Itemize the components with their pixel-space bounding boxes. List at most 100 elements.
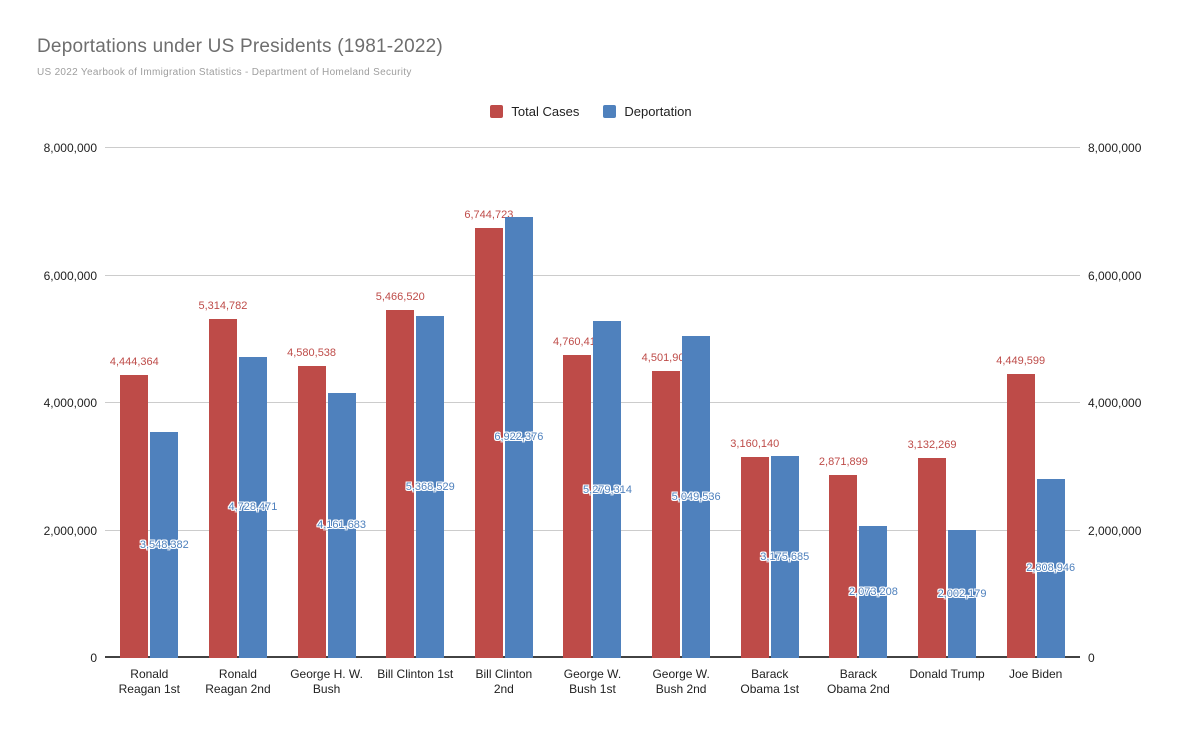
total-cases-bar: 4,580,538	[287, 347, 336, 658]
bar-pair: 2,871,899 2,073,208	[819, 148, 898, 658]
bar-group: 2,871,899 2,073,208 Barack Obama 2nd	[814, 148, 903, 696]
total-cases-value-label: 2,871,899	[818, 455, 868, 468]
category-label: Donald Trump	[909, 667, 985, 681]
bar-group: 4,449,599 2,808,946 Joe Biden	[991, 148, 1080, 681]
deportation-value-label: 3,175,685	[760, 550, 810, 563]
y-tick-left: 6,000,000	[43, 268, 97, 283]
total-cases-bar: 3,160,140	[730, 438, 779, 658]
bar-group: 5,466,520 5,368,529 Bill Clinton 1st	[371, 148, 460, 681]
y-tick-left: 8,000,000	[43, 141, 97, 155]
bar-pair: 4,444,364 3,548,382	[110, 148, 189, 658]
deportation-bar: 4,161,683	[317, 392, 366, 658]
category-label: George H. W. Bush	[290, 667, 363, 696]
bar-pair: 6,744,723 6,922,376	[464, 148, 543, 658]
deportation-bar: 5,049,536	[672, 336, 721, 658]
bar-pair: 4,501,905 5,049,536	[642, 148, 721, 658]
y-tick-left: 4,000,000	[43, 396, 97, 410]
gridline	[105, 529, 1080, 531]
bar-pair: 4,449,599 2,808,946	[996, 148, 1075, 658]
total-cases-value-label: 4,580,538	[287, 347, 337, 359]
total-cases-value-label: 5,466,520	[375, 290, 425, 303]
deportation-bar: 2,002,179	[938, 530, 987, 658]
deportation-bar: 4,728,471	[228, 356, 277, 658]
deportation-bar: 6,922,376	[494, 216, 543, 658]
legend-swatch-icon	[490, 105, 504, 118]
bar-pair: 4,580,538 4,161,683	[287, 148, 366, 658]
bar-pair: 5,466,520 5,368,529	[376, 148, 455, 658]
bar-pair: 3,132,269 2,002,179	[908, 148, 987, 658]
deportation-bar: 3,548,382	[140, 431, 189, 658]
deportation-value-label: 2,002,179	[937, 588, 987, 601]
category-label: Joe Biden	[1008, 667, 1063, 681]
total-cases-bar: 5,314,782	[198, 300, 247, 658]
y-tick-right: 6,000,000	[1088, 268, 1142, 283]
category-label: Barack Obama 1st	[740, 667, 800, 696]
bar-group: 5,314,782 4,728,471 Ronald Reagan 2nd	[194, 148, 283, 696]
chart-legend: Total Cases Deportation	[0, 104, 1182, 119]
deportation-value-label: 6,922,376	[494, 431, 544, 444]
total-cases-value-label: 4,449,599	[996, 355, 1046, 368]
category-label: Bill Clinton 2nd	[475, 667, 533, 696]
deportation-bar: 5,279,314	[583, 321, 632, 658]
deportation-value-label: 3,548,382	[139, 538, 189, 551]
deportation-value-label: 5,368,529	[405, 480, 455, 493]
y-tick-right: 4,000,000	[1088, 396, 1142, 410]
total-cases-bar: 4,501,905	[642, 352, 691, 658]
category-label: George W. Bush 2nd	[652, 667, 710, 696]
x-axis-baseline	[105, 656, 1080, 658]
bar-group: 4,580,538 4,161,683 George H. W. Bush	[282, 148, 371, 696]
bar-group: 3,132,269 2,002,179 Donald Trump	[903, 148, 992, 681]
legend-item-deportation: Deportation	[603, 104, 692, 119]
total-cases-bar: 2,871,899	[819, 456, 868, 658]
y-tick-left: 0	[90, 651, 97, 665]
total-cases-bar: 5,466,520	[376, 291, 425, 658]
total-cases-bar: 3,132,269	[908, 439, 957, 658]
gridline	[105, 274, 1080, 276]
total-cases-bar: 6,744,723	[464, 209, 513, 658]
legend-item-total-cases: Total Cases	[490, 104, 579, 119]
total-cases-value-label: 3,160,140	[730, 437, 780, 450]
total-cases-value-label: 3,132,269	[907, 439, 957, 452]
category-label: Ronald Reagan 2nd	[205, 667, 271, 696]
deportation-bar: 3,175,685	[760, 455, 809, 658]
total-cases-bar: 4,449,599	[996, 355, 1045, 658]
legend-label: Total Cases	[511, 104, 580, 119]
total-cases-value-label: 4,760,410	[553, 335, 602, 348]
bar-group: 4,444,364 3,548,382 Ronald Reagan 1st	[105, 148, 194, 696]
deportation-value-label: 2,073,208	[848, 585, 898, 598]
bar-group: 3,160,140 3,175,685 Barack Obama 1st	[725, 148, 814, 696]
legend-swatch-icon	[603, 105, 617, 118]
y-tick-right: 0	[1088, 651, 1095, 665]
gridline	[105, 147, 1080, 148]
y-tick-right: 8,000,000	[1088, 141, 1142, 155]
bar-pair: 5,314,782 4,728,471	[198, 148, 277, 658]
chart-title: Deportations under US Presidents (1981-2…	[37, 36, 443, 57]
y-tick-left: 2,000,000	[43, 523, 97, 538]
deportation-value-label: 4,728,471	[228, 501, 278, 514]
chart-subtitle: US 2022 Yearbook of Immigration Statisti…	[37, 67, 412, 78]
deportation-bar: 2,808,946	[1026, 478, 1075, 658]
total-cases-bar: 4,444,364	[110, 356, 159, 658]
plot-area: 4,444,364 3,548,382 Ronald Reagan 1st 5,314,…	[105, 147, 1080, 696]
y-tick-right: 2,000,000	[1088, 523, 1142, 538]
deportation-value-label: 5,049,536	[671, 491, 721, 504]
legend-label: Deportation	[624, 104, 692, 119]
category-label: George W. Bush 1st	[563, 667, 622, 696]
total-cases-value-label: 4,501,905	[641, 352, 691, 365]
category-label: Ronald Reagan 1st	[118, 667, 180, 696]
bar-pair: 4,760,410 5,279,314	[553, 148, 632, 658]
category-label: Barack Obama 2nd	[827, 667, 890, 696]
deportation-bar: 5,368,529	[406, 315, 455, 658]
total-cases-value-label: 5,314,782	[198, 300, 248, 313]
total-cases-bar: 4,760,410	[553, 336, 602, 658]
bar-group: 4,760,410 5,279,314 George W. Bush 1st	[548, 148, 637, 696]
total-cases-value-label: 4,444,364	[109, 355, 159, 368]
gridline	[105, 402, 1080, 403]
bar-pair: 3,160,140 3,175,685	[730, 148, 809, 658]
category-label: Bill Clinton 1st	[377, 667, 454, 681]
deportation-value-label: 4,161,683	[317, 519, 367, 532]
bar-group: 4,501,905 5,049,536 George W. Bush 2nd	[637, 148, 726, 696]
total-cases-value-label: 6,744,723	[464, 209, 514, 222]
deportation-value-label: 5,279,314	[583, 483, 632, 496]
